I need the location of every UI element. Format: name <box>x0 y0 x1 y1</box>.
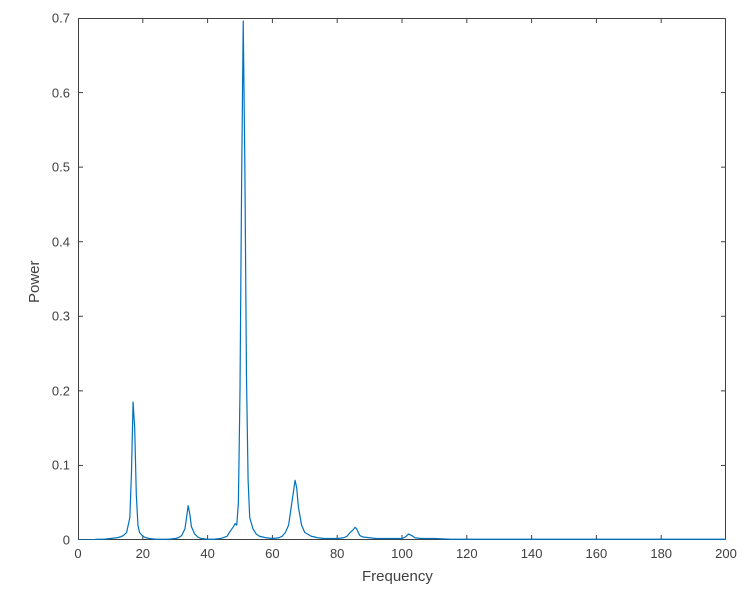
y-axis-label: Power <box>26 260 43 303</box>
x-tick-label: 20 <box>136 546 150 561</box>
y-tick-label: 0.1 <box>52 458 70 473</box>
x-tick-label: 40 <box>200 546 214 561</box>
x-axis-label: Frequency <box>362 568 433 585</box>
plot-area: 02040608010012014016018020000.10.20.30.4… <box>78 18 726 540</box>
x-tick-label: 120 <box>456 546 478 561</box>
y-tick-label: 0.2 <box>52 383 70 398</box>
chart-svg <box>78 18 726 540</box>
figure: 0 20 40 60 80 100 120 140 160 180 200 0 0.1 0.2 0.3 0.4… <box>0 0 751 600</box>
axes-box <box>79 19 726 540</box>
y-tick-label: 0.3 <box>52 309 70 324</box>
x-tick-label: 100 <box>391 546 413 561</box>
x-tick-label: 60 <box>265 546 279 561</box>
y-tick-label: 0.5 <box>52 160 70 175</box>
y-tick-label: 0.7 <box>52 11 70 26</box>
y-tick-label: 0 <box>63 533 70 548</box>
x-tick-label: 140 <box>521 546 543 561</box>
x-tick-label: 200 <box>715 546 737 561</box>
x-tick-label: 0 <box>74 546 81 561</box>
x-tick-label: 160 <box>586 546 608 561</box>
y-tick-label: 0.6 <box>52 85 70 100</box>
x-tick-label: 180 <box>650 546 672 561</box>
y-tick-label: 0.4 <box>52 234 70 249</box>
data-line <box>78 21 726 540</box>
x-tick-label: 80 <box>330 546 344 561</box>
